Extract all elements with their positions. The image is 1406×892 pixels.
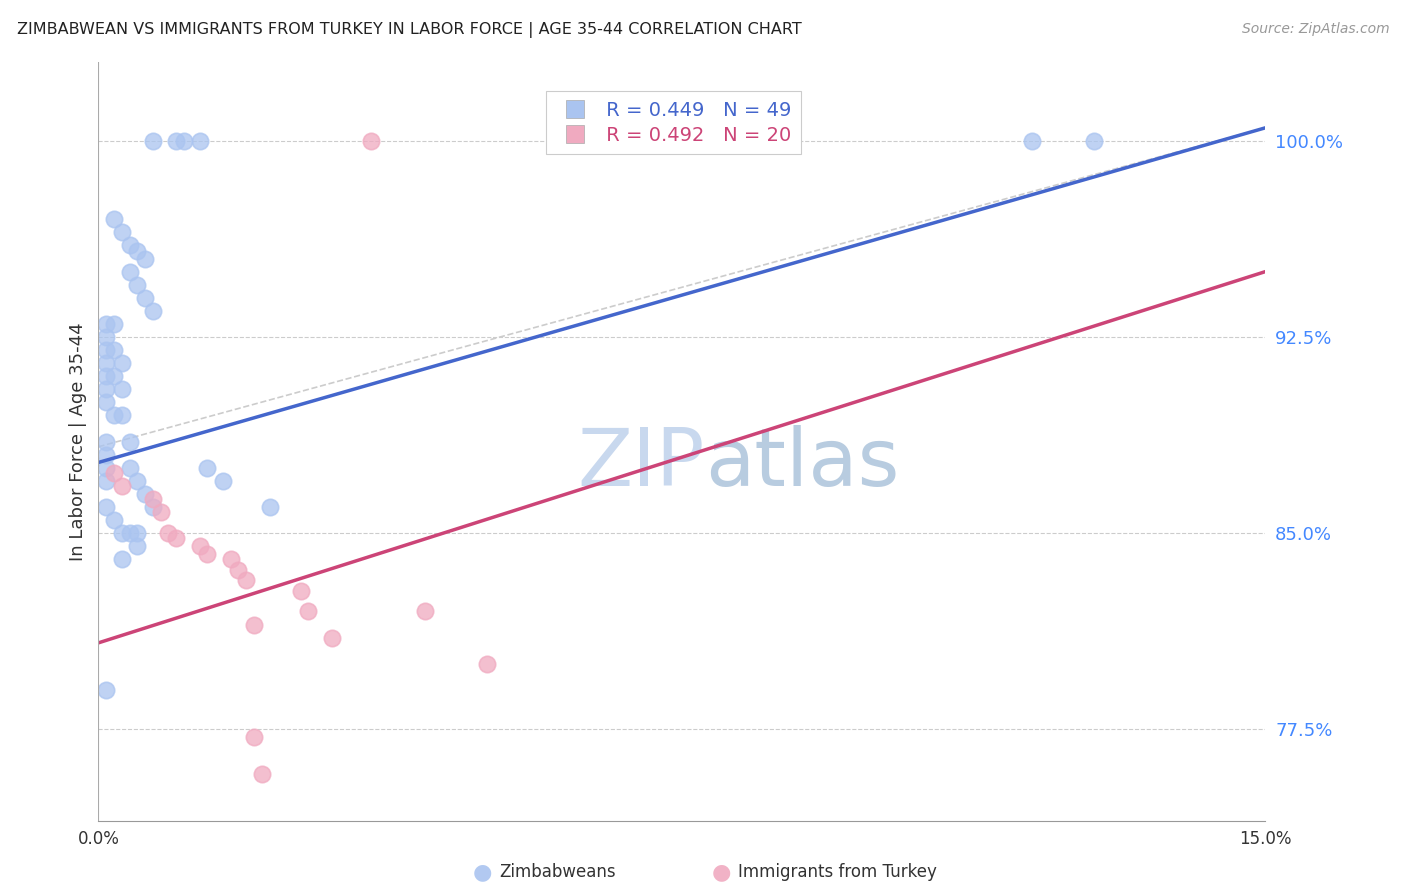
Point xyxy=(297,605,319,619)
Point xyxy=(111,382,134,396)
Text: ZIMBABWEAN VS IMMIGRANTS FROM TURKEY IN LABOR FORCE | AGE 35-44 CORRELATION CHAR: ZIMBABWEAN VS IMMIGRANTS FROM TURKEY IN … xyxy=(17,22,801,38)
Point xyxy=(1083,134,1105,148)
Point xyxy=(157,526,180,541)
Point xyxy=(103,369,125,384)
Point xyxy=(188,539,211,553)
Point xyxy=(111,356,134,370)
Point xyxy=(103,409,125,423)
Point xyxy=(477,657,499,671)
Point xyxy=(360,134,382,148)
Point xyxy=(142,303,165,318)
Point xyxy=(228,563,250,577)
Point xyxy=(134,291,156,305)
Point xyxy=(96,395,118,409)
Point xyxy=(1021,134,1043,148)
Point xyxy=(165,134,187,148)
Point xyxy=(149,505,172,519)
Point xyxy=(259,500,281,514)
Text: ZIP: ZIP xyxy=(578,425,706,503)
Point xyxy=(321,631,343,645)
Point xyxy=(96,460,118,475)
Text: Immigrants from Turkey: Immigrants from Turkey xyxy=(738,863,936,881)
Point xyxy=(413,605,436,619)
Point xyxy=(96,448,118,462)
Point xyxy=(118,526,141,541)
Point xyxy=(96,434,118,449)
Point xyxy=(96,369,118,384)
Point xyxy=(142,500,165,514)
Point xyxy=(111,552,134,566)
Point xyxy=(96,343,118,357)
Point xyxy=(212,474,235,488)
Point xyxy=(111,409,134,423)
Point xyxy=(96,500,118,514)
Point xyxy=(195,547,218,561)
Text: atlas: atlas xyxy=(706,425,900,503)
Point xyxy=(165,531,187,545)
Point xyxy=(118,460,141,475)
Legend:  R = 0.449   N = 49,  R = 0.492   N = 20: R = 0.449 N = 49, R = 0.492 N = 20 xyxy=(546,91,801,154)
Point xyxy=(127,539,149,553)
Point xyxy=(127,277,149,292)
Text: ●: ● xyxy=(472,863,492,882)
Point xyxy=(96,682,118,697)
Point xyxy=(250,766,273,780)
Point xyxy=(118,434,141,449)
Point xyxy=(111,226,134,240)
Y-axis label: In Labor Force | Age 35-44: In Labor Force | Age 35-44 xyxy=(69,322,87,561)
Point xyxy=(103,513,125,527)
Point xyxy=(188,134,211,148)
Point xyxy=(127,244,149,258)
Point xyxy=(111,479,134,493)
Point xyxy=(134,252,156,266)
Point xyxy=(118,264,141,278)
Point xyxy=(195,460,218,475)
Point xyxy=(134,487,156,501)
Text: Source: ZipAtlas.com: Source: ZipAtlas.com xyxy=(1241,22,1389,37)
Point xyxy=(96,330,118,344)
Point xyxy=(103,317,125,331)
Point xyxy=(111,526,134,541)
Text: ●: ● xyxy=(711,863,731,882)
Point xyxy=(173,134,195,148)
Point xyxy=(103,212,125,227)
Text: Zimbabweans: Zimbabweans xyxy=(499,863,616,881)
Point xyxy=(243,730,266,744)
Point xyxy=(219,552,242,566)
Point xyxy=(96,356,118,370)
Point xyxy=(103,343,125,357)
Point xyxy=(142,134,165,148)
Point xyxy=(118,238,141,252)
Point xyxy=(235,573,257,587)
Point xyxy=(103,466,125,480)
Point xyxy=(290,583,312,598)
Point xyxy=(96,382,118,396)
Point xyxy=(142,491,165,506)
Point xyxy=(127,474,149,488)
Point xyxy=(243,617,266,632)
Point xyxy=(96,317,118,331)
Point xyxy=(127,526,149,541)
Point xyxy=(96,474,118,488)
